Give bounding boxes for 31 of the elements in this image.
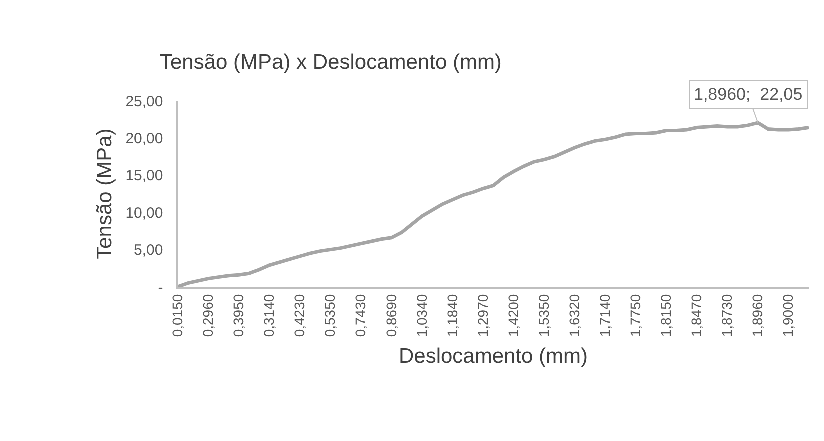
- x-tick-label: 0,3950: [230, 294, 247, 338]
- x-tick-label: 1,1840: [444, 294, 460, 338]
- x-tick-label: 1,2970: [474, 294, 491, 338]
- y-tick-label: -: [158, 279, 164, 296]
- x-tick-label: 0,2960: [200, 294, 216, 338]
- y-axis-title: Tensão (MPa): [93, 128, 116, 260]
- annotation: 1,8960; 22,05: [694, 85, 803, 104]
- x-tick-label: 0,0150: [170, 294, 186, 338]
- x-tick-label: 1,4200: [505, 294, 522, 338]
- y-tick-label: 10,00: [126, 204, 164, 222]
- x-axis-title: Deslocamento (mm): [398, 344, 588, 368]
- x-tick-label: 1,9000: [780, 294, 796, 338]
- x-tick-label: 1,8730: [719, 294, 736, 338]
- x-tick-label: 1,7140: [597, 294, 613, 338]
- x-tick-label: 1,8960: [750, 294, 766, 338]
- x-tick-label: 1,5350: [536, 294, 552, 338]
- x-tick-label: 0,5350: [322, 294, 338, 338]
- y-tick-label: 15,00: [126, 168, 164, 185]
- x-tick-label: 0,8690: [383, 294, 400, 338]
- x-tick-label: 1,8150: [658, 294, 674, 338]
- x-tick-label: 1,7750: [628, 294, 644, 338]
- y-tick-label: 20,00: [126, 130, 164, 148]
- x-tick-label: 1,6320: [566, 294, 582, 338]
- chart-title: Tensão (MPa) x Deslocamento (mm): [160, 51, 502, 74]
- x-tick-label: 0,7430: [352, 294, 369, 338]
- x-tick-label: 0,4230: [292, 294, 308, 338]
- x-tick-label: 0,3140: [261, 294, 278, 338]
- y-tick-label: 25,00: [126, 93, 164, 110]
- x-tick-label: 1,0340: [414, 294, 430, 338]
- y-tick-label: 5,00: [134, 242, 164, 260]
- x-tick-label: 1,8470: [688, 294, 705, 338]
